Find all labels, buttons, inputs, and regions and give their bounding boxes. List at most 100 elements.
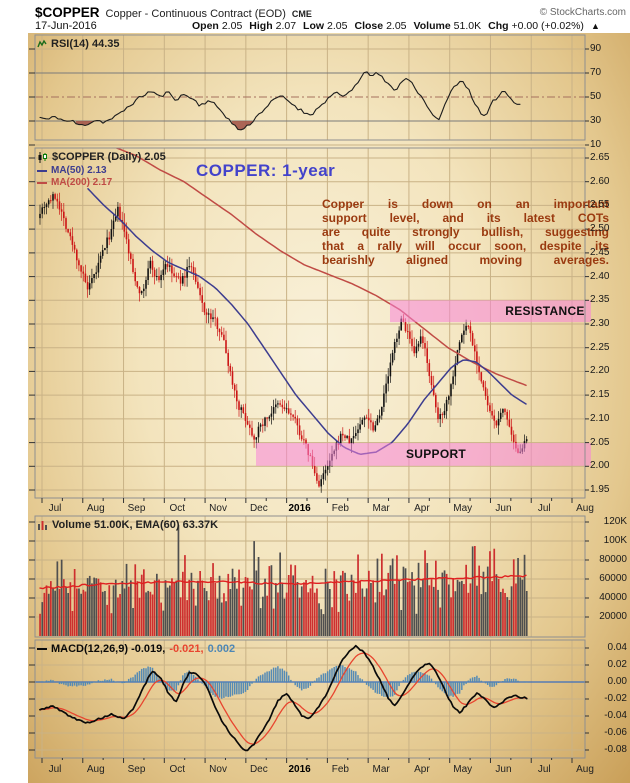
axis-tick-label: 0.02 [607, 659, 627, 670]
axis-tick-label: 0.00 [607, 676, 627, 687]
ticker-symbol: $COPPER [35, 5, 100, 20]
axis-tick-label: -0.06 [604, 727, 627, 738]
month-label: Oct [169, 764, 186, 775]
axis-tick-label: 60000 [599, 573, 627, 584]
axis-tick-label: 120K [603, 516, 627, 527]
annotation-line: support level, and its latest COTs [322, 211, 609, 225]
annotation-line: that a rally will occur soon, despite it… [322, 239, 609, 253]
month-label: Mar [372, 503, 390, 514]
macd-line-swatch [37, 648, 47, 650]
exchange-label: CME [291, 9, 312, 19]
ohlc-quote-row: Open 2.05 High 2.07 Low 2.05 Close 2.05 Volume 51… [192, 20, 600, 32]
axis-tick-label: 2.35 [590, 294, 610, 306]
axis-tick-label: 70 [590, 67, 602, 78]
quote-value: +0.00 (+0.02%) [511, 20, 584, 32]
axis-tick-label: 1.95 [590, 484, 610, 495]
axis-tick-label: 50 [590, 91, 602, 102]
volume-label-text: Volume 51.00K, EMA(60) 63.37K [52, 519, 219, 531]
chart-date: 17-Jun-2016 [35, 20, 97, 32]
month-label: Jul [48, 764, 62, 775]
month-label: Jul [537, 764, 551, 775]
macd-label-text: MACD(12,26,9) -0.019, [51, 643, 166, 655]
quote-value: 2.05 [386, 20, 407, 32]
month-label: Sep [127, 503, 146, 514]
axis-tick-label: 2.60 [590, 175, 610, 187]
macd-hist-value: 0.002 [207, 643, 236, 655]
month-label: 2016 [288, 503, 311, 514]
axis-tick-label: 2.50 [590, 223, 610, 235]
axis-tick-label: 2.10 [590, 412, 610, 424]
axis-tick-label: 2.40 [590, 270, 610, 282]
quote-label: Chg [488, 20, 509, 32]
annotation-line: Copper is down on an important [322, 197, 609, 211]
quote-value: 2.05 [221, 20, 243, 32]
quote-label: High [249, 20, 273, 32]
ma200-line-swatch [37, 181, 47, 184]
quote-label: Open [192, 20, 219, 32]
analyst-annotation: Copper is down on an important support l… [322, 197, 609, 267]
month-label: Nov [209, 764, 227, 775]
chart-header: $COPPER Copper - Continuous Contract (EO… [35, 5, 312, 20]
axis-tick-label: 2.05 [590, 436, 610, 448]
month-label: Aug [576, 764, 594, 775]
candlestick-icon [38, 151, 47, 163]
axis-tick-label: 20000 [599, 611, 627, 622]
axis-tick-label: 30 [590, 115, 602, 126]
axis-tick-label: 80000 [599, 554, 627, 565]
change-arrow: ▲ [590, 21, 600, 31]
annotation-line: bearishly aligned moving averages. [322, 253, 609, 267]
price-label-text: $COPPER (Daily) 2.05 [52, 151, 166, 163]
axis-tick-label: 100K [603, 535, 627, 546]
axis-tick-label: 2.65 [590, 152, 610, 163]
ma50-legend: MA(50) 2.13 [37, 165, 107, 176]
month-label: Mar [372, 764, 390, 775]
macd-signal-value: -0.021, [169, 643, 204, 655]
rsi-label-text: RSI(14) 44.35 [51, 38, 120, 50]
axis-tick-label: 90 [590, 43, 602, 54]
month-label: Dec [249, 503, 268, 514]
month-label: Oct [169, 503, 186, 514]
month-label: Nov [209, 503, 227, 514]
axis-tick-label: 2.45 [590, 246, 610, 258]
month-label: Apr [414, 764, 430, 775]
month-label: Feb [331, 764, 349, 775]
month-label: Sep [127, 764, 146, 775]
axis-tick-label: 10 [590, 139, 602, 150]
price-panel-label: $COPPER (Daily) 2.05 [37, 151, 166, 163]
ma50-line-swatch [37, 169, 47, 172]
chart-title: COPPER: 1-year [196, 161, 336, 180]
month-label: Jul [48, 503, 62, 514]
axis-tick-label: 2.55 [590, 199, 610, 211]
month-label: Feb [331, 503, 349, 514]
quote-label: Volume [413, 20, 451, 32]
annotation-line: are quite strongly bullish, suggesting [322, 225, 609, 239]
axis-tick-label: -0.04 [604, 710, 627, 721]
axis-tick-label: 2.15 [590, 389, 610, 401]
support-zone-label: SUPPORT [405, 447, 467, 461]
axis-tick-label: 40000 [599, 592, 627, 603]
month-label: Dec [249, 764, 268, 775]
axis-tick-label: 0.04 [607, 642, 627, 653]
ma200-legend: MA(200) 2.17 [37, 177, 112, 188]
rsi-panel-label: RSI(14) 44.35 [37, 38, 119, 50]
month-label: 2016 [288, 764, 311, 775]
month-label: Apr [414, 503, 430, 514]
axis-tick-label: -0.02 [604, 693, 627, 704]
volume-panel-label: Volume 51.00K, EMA(60) 63.37K [37, 519, 218, 531]
axis-tick-label: 2.20 [590, 365, 610, 377]
month-label: Aug [576, 503, 594, 514]
ma50-label-text: MA(50) 2.13 [51, 165, 107, 176]
axis-tick-label: 2.00 [590, 460, 610, 472]
month-label: Jun [495, 764, 512, 775]
month-label: May [453, 764, 473, 775]
month-label: May [453, 503, 473, 514]
month-label: Jun [495, 503, 512, 514]
resistance-zone-label: RESISTANCE [505, 304, 585, 318]
quote-value: 51.0K [453, 20, 482, 32]
month-label: Aug [86, 503, 105, 514]
month-label: Jul [537, 503, 551, 514]
macd-panel-label: MACD(12,26,9) -0.019, -0.021, 0.002 [37, 643, 235, 655]
